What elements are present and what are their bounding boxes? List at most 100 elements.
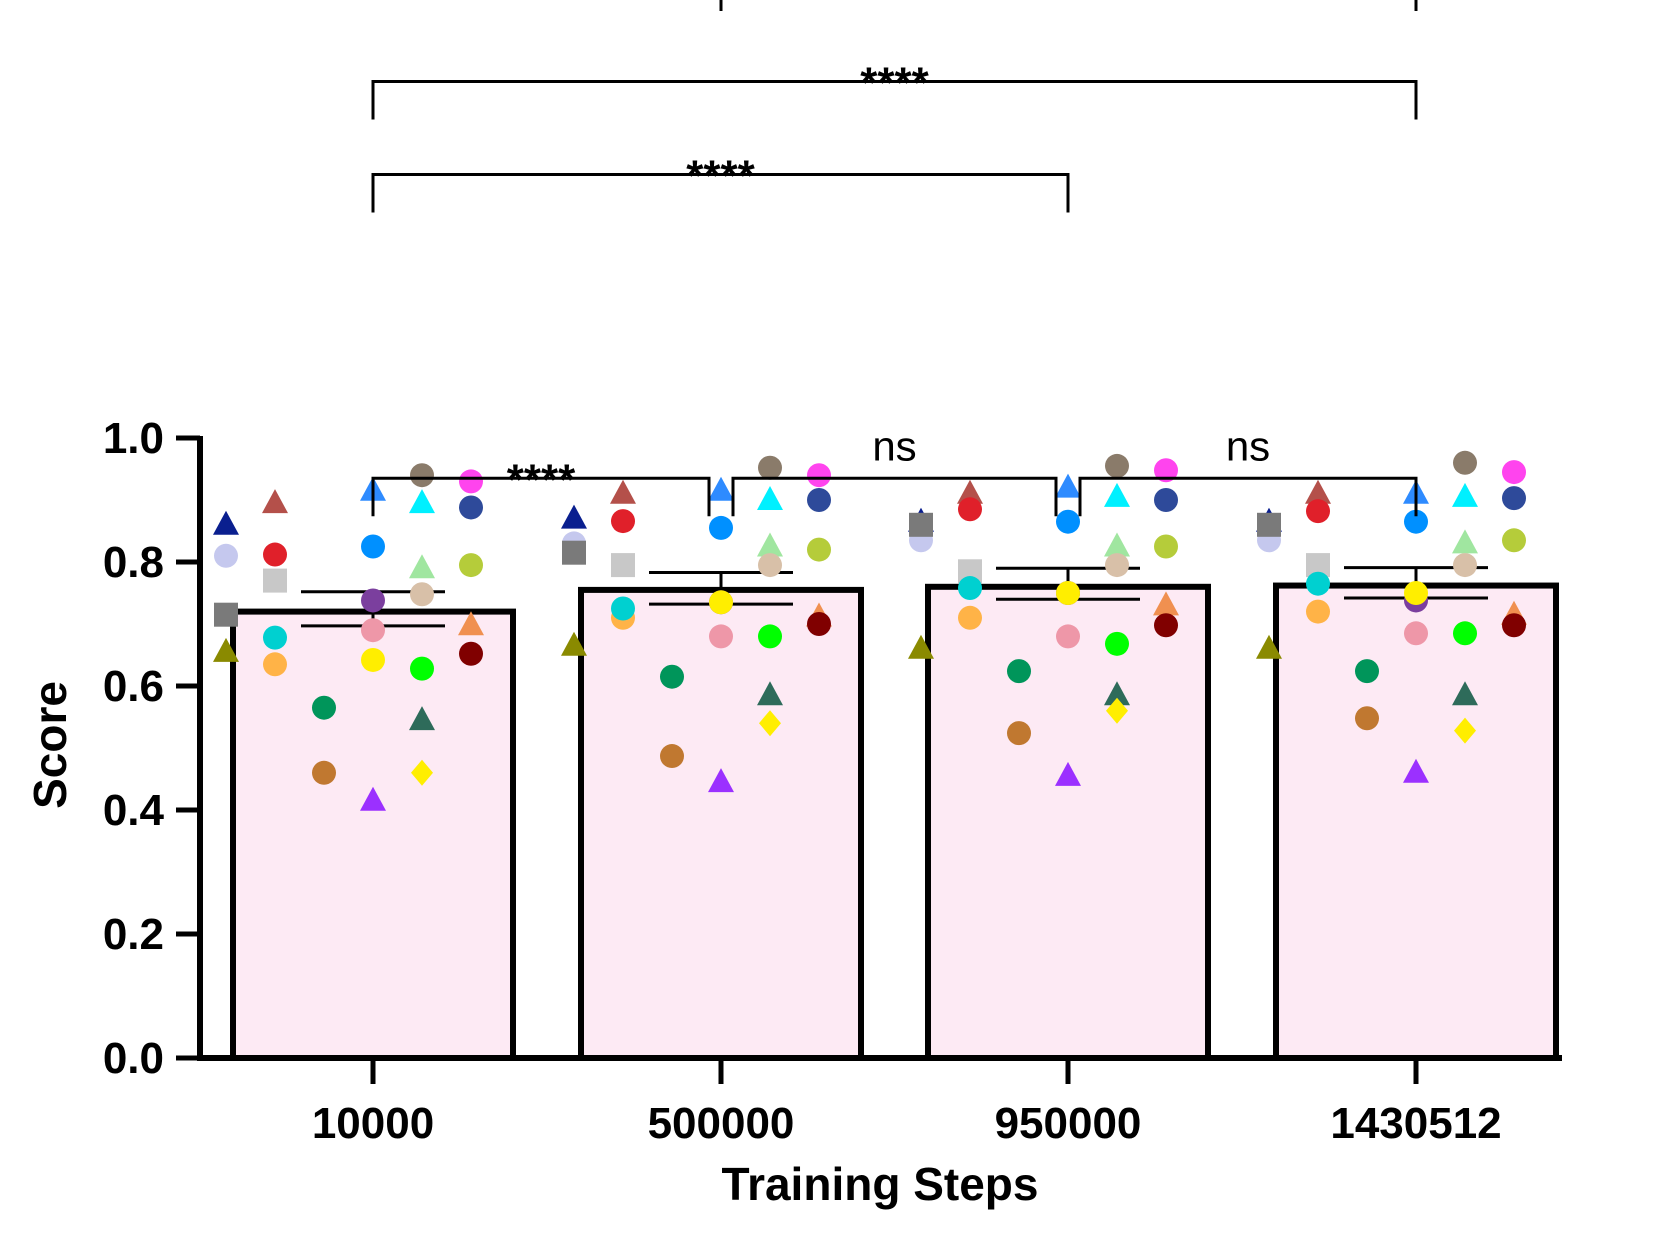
data-point-triangle-0-500000 xyxy=(561,504,587,529)
data-point-triangle-22-10000 xyxy=(409,706,435,731)
data-point-circle-21-1430512 xyxy=(1453,621,1477,646)
data-point-circle-21-500000 xyxy=(758,624,782,649)
bar-1430512 xyxy=(1273,582,1559,1061)
data-point-triangle-18-10000 xyxy=(409,489,435,514)
data-point-circle-12-950000 xyxy=(1056,509,1080,534)
data-point-triangle-16-10000 xyxy=(360,786,386,811)
data-point-square-6-500000 xyxy=(611,553,635,578)
significance-label-2: ns xyxy=(1226,422,1270,469)
data-point-circle-24-500000 xyxy=(807,463,831,488)
significance-label-3: **** xyxy=(686,152,755,201)
data-point-triangle-3-500000 xyxy=(561,631,587,656)
data-point-circle-10-500000 xyxy=(660,664,684,689)
data-point-circle-7-10000 xyxy=(263,652,287,677)
data-point-triangle-19-1430512 xyxy=(1452,529,1478,554)
data-point-circle-28-1430512 xyxy=(1502,613,1526,638)
data-point-square-2-500000 xyxy=(562,540,586,565)
data-point-circle-28-950000 xyxy=(1154,613,1178,638)
data-point-triangle-19-950000 xyxy=(1104,532,1130,557)
data-point-circle-8-950000 xyxy=(958,576,982,601)
data-point-triangle-4-1430512 xyxy=(1305,479,1331,504)
data-point-triangle-27-10000 xyxy=(458,611,484,636)
data-point-square-2-950000 xyxy=(909,512,933,537)
significance-label-4: **** xyxy=(860,59,929,108)
data-point-circle-28-500000 xyxy=(807,612,831,636)
bar-950000 xyxy=(925,583,1211,1061)
data-point-triangle-3-10000 xyxy=(213,637,239,662)
axes-layer: 0.0 0.2 0.4 0.6 0.8 1.0 10000 500000 950000 14305… xyxy=(103,414,1562,1148)
data-point-circle-5-10000 xyxy=(263,542,287,567)
data-point-circle-8-10000 xyxy=(263,625,287,650)
data-point-circle-17-1430512 xyxy=(1453,450,1477,475)
data-point-diamond-23-1430512 xyxy=(1454,717,1476,744)
y-tick-label-0.0: 0.0 xyxy=(103,1034,164,1083)
data-point-circle-25-10000 xyxy=(459,495,483,520)
data-point-circle-17-950000 xyxy=(1105,453,1129,478)
data-point-circle-14-500000 xyxy=(709,624,733,649)
significance-label-0: **** xyxy=(507,455,576,504)
data-point-circle-15-1430512 xyxy=(1404,581,1428,605)
data-point-triangle-18-950000 xyxy=(1104,482,1130,507)
data-point-triangle-16-500000 xyxy=(708,768,734,793)
data-point-circle-24-1430512 xyxy=(1502,460,1526,485)
data-point-triangle-4-500000 xyxy=(610,479,636,504)
data-point-triangle-4-10000 xyxy=(262,489,288,514)
data-point-circle-10-10000 xyxy=(312,695,336,720)
data-point-diamond-23-950000 xyxy=(1106,697,1128,724)
data-point-triangle-3-950000 xyxy=(908,634,934,659)
bar-500000 xyxy=(578,586,864,1062)
data-point-triangle-19-10000 xyxy=(409,554,435,579)
data-point-circle-20-10000 xyxy=(410,582,434,607)
data-point-circle-25-500000 xyxy=(807,488,831,512)
data-point-triangle-0-10000 xyxy=(213,510,239,535)
data-point-triangle-11-500000 xyxy=(708,476,734,501)
y-axis-title: Score xyxy=(24,681,76,809)
y-tick-label-0.4: 0.4 xyxy=(103,786,165,835)
data-point-circle-5-1430512 xyxy=(1306,499,1330,524)
x-tick-label-10000: 10000 xyxy=(312,1099,434,1148)
data-point-circle-9-500000 xyxy=(660,744,684,769)
data-point-circle-7-1430512 xyxy=(1306,599,1330,624)
significance-label-1: ns xyxy=(872,422,916,469)
data-point-circle-12-1430512 xyxy=(1404,509,1428,534)
data-point-circle-17-500000 xyxy=(758,455,782,480)
y-tick-label-1.0: 1.0 xyxy=(103,414,164,463)
data-point-circle-15-10000 xyxy=(361,647,385,672)
data-point-circle-21-950000 xyxy=(1105,631,1129,656)
data-point-circle-25-950000 xyxy=(1154,488,1178,512)
data-point-triangle-18-1430512 xyxy=(1452,482,1478,507)
data-point-circle-7-950000 xyxy=(958,605,982,630)
data-point-circle-17-10000 xyxy=(410,463,434,488)
x-axis-title: Training Steps xyxy=(722,1158,1039,1210)
significance-bracket-3 xyxy=(371,173,1070,213)
data-point-triangle-3-1430512 xyxy=(1256,634,1282,659)
data-point-circle-1-10000 xyxy=(214,543,238,568)
data-point-circle-10-950000 xyxy=(1007,659,1031,684)
bar-10000 xyxy=(230,608,516,1061)
data-point-triangle-18-500000 xyxy=(757,486,783,510)
data-point-circle-28-10000 xyxy=(459,641,483,666)
data-point-circle-26-10000 xyxy=(459,553,483,578)
data-point-triangle-4-950000 xyxy=(957,479,983,504)
x-tick-label-500000: 500000 xyxy=(648,1099,795,1148)
data-point-triangle-16-950000 xyxy=(1055,761,1081,786)
data-point-circle-15-500000 xyxy=(709,590,733,615)
data-point-circle-14-1430512 xyxy=(1404,621,1428,646)
data-point-circle-13-10000 xyxy=(361,588,385,613)
data-point-triangle-19-500000 xyxy=(757,532,783,557)
data-point-triangle-11-950000 xyxy=(1055,473,1081,498)
data-point-square-2-1430512 xyxy=(1257,512,1281,537)
data-point-circle-5-950000 xyxy=(958,497,982,522)
data-point-circle-26-950000 xyxy=(1154,534,1178,559)
data-point-circle-14-10000 xyxy=(361,618,385,643)
data-point-circle-9-1430512 xyxy=(1355,706,1379,731)
points-layer xyxy=(213,450,1527,811)
data-point-triangle-22-950000 xyxy=(1104,681,1130,706)
data-point-circle-24-950000 xyxy=(1154,458,1178,483)
data-point-triangle-16-1430512 xyxy=(1403,758,1429,783)
data-point-diamond-23-500000 xyxy=(759,710,781,737)
data-point-triangle-22-1430512 xyxy=(1452,681,1478,706)
bars-layer xyxy=(230,582,1559,1062)
